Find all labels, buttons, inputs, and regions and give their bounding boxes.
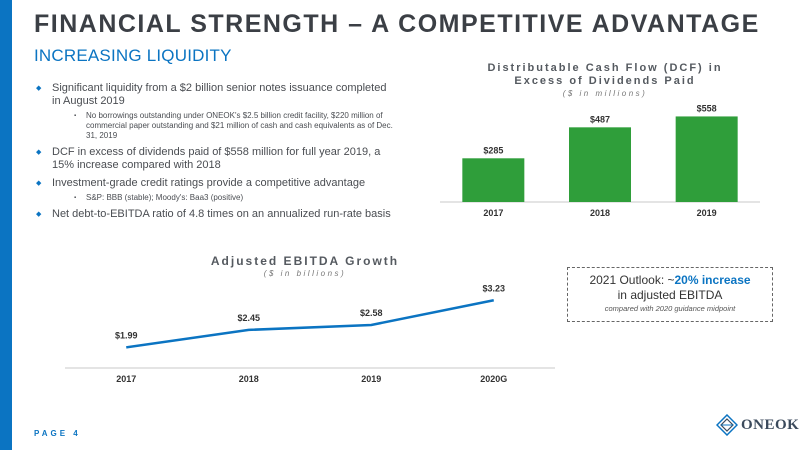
dcf-category-label: 2018 <box>590 208 610 218</box>
dcf-bar <box>675 116 738 202</box>
ebitda-point-label: $1.99 <box>115 330 138 340</box>
dcf-chart-title: Distributable Cash Flow (DCF) in Excess … <box>445 62 765 88</box>
dcf-category-label: 2017 <box>483 208 503 218</box>
dcf-chart-title-line1: Distributable Cash Flow (DCF) in <box>487 62 723 74</box>
dcf-bar-value-label: $558 <box>697 103 717 113</box>
dcf-bar-value-label: $487 <box>590 114 610 124</box>
ebitda-category-label: 2018 <box>239 374 259 384</box>
bullet-text: DCF in excess of dividends paid of $558 … <box>52 146 381 171</box>
oneok-logo: ONEOK <box>716 414 799 436</box>
dcf-bar-chart: $285 2017 $487 2018 $558 2019 <box>440 103 760 218</box>
ebitda-chart-title: Adjusted EBITDA Growth <box>210 254 400 268</box>
outlook-line1: 2021 Outlook: ~20% increase <box>568 273 772 287</box>
dcf-bar <box>462 158 525 202</box>
outlook-line2: in adjusted EBITDA <box>617 288 723 302</box>
sub-bullet-list: No borrowings outstanding under ONEOK's … <box>52 111 394 141</box>
left-accent-bar <box>0 0 12 450</box>
bullet-text: Significant liquidity from a $2 billion … <box>52 82 387 107</box>
ebitda-line-chart: $1.99 2017 $2.45 2018 $2.58 2019 $3.23 2020G <box>65 283 555 384</box>
outlook-prefix: 2021 Outlook: ~ <box>589 273 675 287</box>
dcf-bar <box>569 127 631 202</box>
ebitda-category-label: 2019 <box>361 374 381 384</box>
page-number: PAGE 4 <box>34 429 81 438</box>
outlook-highlight: 20% increase <box>674 273 751 287</box>
sub-bullet-item: S&P: BBB (stable); Moody's: Baa3 (positi… <box>52 193 394 203</box>
dcf-category-label: 2019 <box>697 208 717 218</box>
bullet-list: Significant liquidity from a $2 billion … <box>34 82 394 226</box>
dcf-bar-value-label: $285 <box>483 145 503 155</box>
page-subtitle: INCREASING LIQUIDITY <box>34 46 232 65</box>
ebitda-point-label: $3.23 <box>482 283 505 293</box>
bullet-text: Investment-grade credit ratings provide … <box>52 177 366 189</box>
outlook-callout: 2021 Outlook: ~20% increase in adjusted … <box>567 267 773 322</box>
sub-bullet-list: S&P: BBB (stable); Moody's: Baa3 (positi… <box>52 193 394 203</box>
bullet-text: Net debt-to-EBITDA ratio of 4.8 times on… <box>52 208 391 220</box>
outlook-line3: compared with 2020 guidance midpoint <box>604 304 736 313</box>
oneok-diamond-logo-icon <box>716 414 738 436</box>
ebitda-point-label: $2.45 <box>237 313 260 323</box>
ebitda-chart-subtitle: ($ in billions) <box>263 269 347 278</box>
bullet-item: Significant liquidity from a $2 billion … <box>34 82 394 141</box>
ebitda-category-label: 2017 <box>116 374 136 384</box>
bullet-item: Investment-grade credit ratings provide … <box>34 177 394 203</box>
dcf-chart-subtitle: ($ in millions) <box>562 89 648 98</box>
logo-text: ONEOK <box>741 416 800 433</box>
ebitda-point-label: $2.58 <box>360 308 383 318</box>
ebitda-series-line <box>126 299 494 349</box>
bullet-item: DCF in excess of dividends paid of $558 … <box>34 146 394 172</box>
ebitda-category-label: 2020G <box>480 374 507 384</box>
sub-bullet-item: No borrowings outstanding under ONEOK's … <box>52 111 394 141</box>
dcf-chart-title-line2: Excess of Dividends Paid <box>514 75 696 87</box>
bullet-item: Net debt-to-EBITDA ratio of 4.8 times on… <box>34 208 394 221</box>
page-title: FINANCIAL STRENGTH – A COMPETITIVE ADVAN… <box>34 10 760 38</box>
